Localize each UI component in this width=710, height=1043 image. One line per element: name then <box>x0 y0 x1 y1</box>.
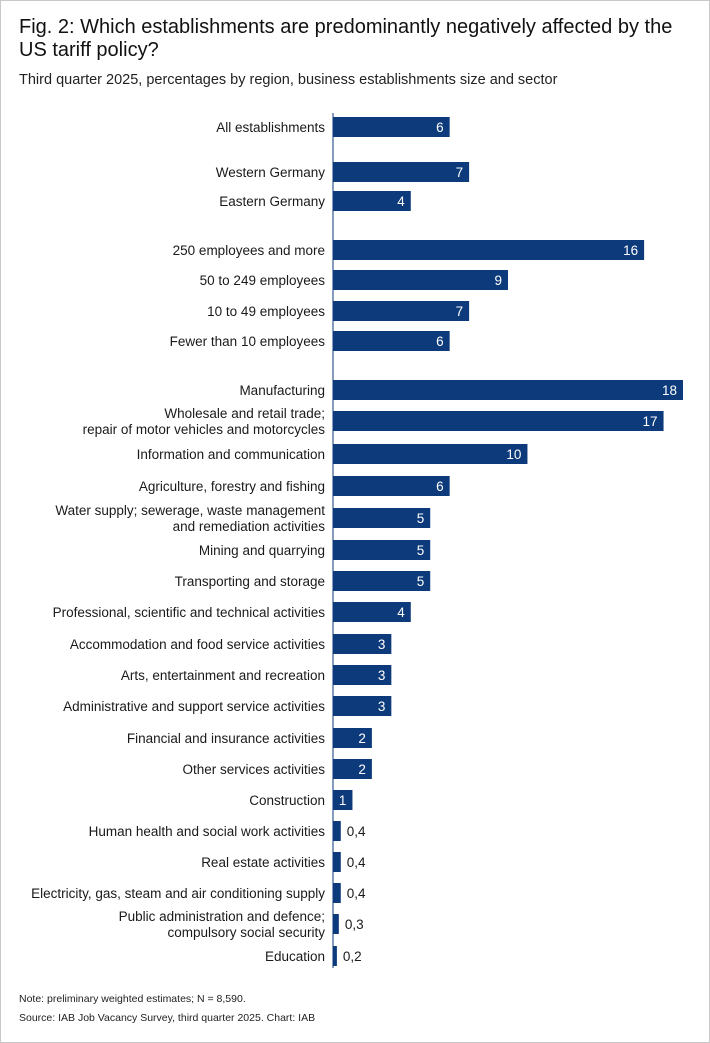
category-label: Agriculture, forestry and fishing <box>139 479 325 494</box>
chart-subtitle: Third quarter 2025, percentages by regio… <box>19 72 558 88</box>
category-label: Human health and social work activities <box>89 824 326 839</box>
category-label: Western Germany <box>216 165 326 180</box>
data-label: 3 <box>378 699 386 714</box>
data-label: 4 <box>397 194 405 209</box>
bar <box>333 821 341 841</box>
category-label: Water supply; sewerage, waste management… <box>55 503 325 534</box>
category-label: Wholesale and retail trade; repair of mot… <box>83 406 326 437</box>
data-label: 4 <box>397 605 405 620</box>
chart-source: Source: IAB Job Vacancy Survey, third qu… <box>19 1012 316 1024</box>
category-label: 250 employees and more <box>173 243 325 258</box>
bar <box>333 162 470 182</box>
bar <box>333 634 392 654</box>
bar <box>333 380 683 400</box>
data-label: 3 <box>378 637 386 652</box>
bar <box>333 883 341 903</box>
data-label: 0,4 <box>347 824 366 839</box>
category-label: Accommodation and food service activitie… <box>70 637 325 652</box>
bar <box>333 240 645 260</box>
data-label: 2 <box>358 731 366 746</box>
category-label: 50 to 249 employees <box>200 273 326 288</box>
data-label: 9 <box>494 273 502 288</box>
data-label: 0,4 <box>347 886 366 901</box>
data-label: 6 <box>436 120 444 135</box>
category-label: Professional, scientific and technical a… <box>53 605 326 620</box>
data-label: 7 <box>456 304 464 319</box>
data-label: 0,4 <box>347 855 366 870</box>
category-label: Education <box>265 949 325 964</box>
bar <box>333 914 339 934</box>
data-label: 3 <box>378 668 386 683</box>
bar <box>333 728 372 748</box>
chart-note: Note: preliminary weighted estimates; N … <box>19 993 246 1005</box>
bar <box>333 270 508 290</box>
category-label: Transporting and storage <box>175 574 325 589</box>
category-label: All establishments <box>216 120 325 135</box>
bar <box>333 301 470 321</box>
category-label: Administrative and support service activ… <box>63 699 325 714</box>
data-label: 18 <box>662 383 677 398</box>
category-label: Public administration and defence; compul… <box>119 909 326 940</box>
category-label: Mining and quarrying <box>199 543 325 558</box>
bar <box>333 331 450 351</box>
data-label: 0,3 <box>345 917 364 932</box>
category-label: Financial and insurance activities <box>127 731 325 746</box>
data-label: 5 <box>417 511 425 526</box>
bar <box>333 191 411 211</box>
bar <box>333 696 392 716</box>
bar <box>333 411 664 431</box>
chart-title: Fig. 2: Which establishments are predomi… <box>19 16 673 61</box>
bar <box>333 759 372 779</box>
category-label: Eastern Germany <box>219 194 325 209</box>
data-label: 0,2 <box>343 949 362 964</box>
data-label: 2 <box>358 762 366 777</box>
bar <box>333 790 353 810</box>
data-label: 5 <box>417 543 425 558</box>
category-label: Other services activities <box>182 762 325 777</box>
category-label: Construction <box>249 793 325 808</box>
category-label: Fewer than 10 employees <box>170 334 326 349</box>
category-label: Real estate activities <box>201 855 325 870</box>
bar <box>333 444 528 464</box>
bar <box>333 476 450 496</box>
bar <box>333 602 411 622</box>
category-label: Arts, entertainment and recreation <box>121 668 325 683</box>
category-label: 10 to 49 employees <box>207 304 325 319</box>
data-label: 10 <box>506 447 521 462</box>
bar <box>333 540 431 560</box>
bar <box>333 665 392 685</box>
category-label: Information and communication <box>137 447 325 462</box>
bar <box>333 508 431 528</box>
data-label: 1 <box>339 793 347 808</box>
data-label: 6 <box>436 334 444 349</box>
category-label: Manufacturing <box>239 383 325 398</box>
data-label: 16 <box>623 243 638 258</box>
bar <box>333 117 450 137</box>
data-label: 17 <box>643 414 658 429</box>
bar <box>333 946 337 966</box>
data-label: 7 <box>456 165 464 180</box>
bar <box>333 571 431 591</box>
data-label: 5 <box>417 574 425 589</box>
bar <box>333 852 341 872</box>
data-label: 6 <box>436 479 444 494</box>
category-label: Electricity, gas, steam and air conditio… <box>31 886 325 901</box>
